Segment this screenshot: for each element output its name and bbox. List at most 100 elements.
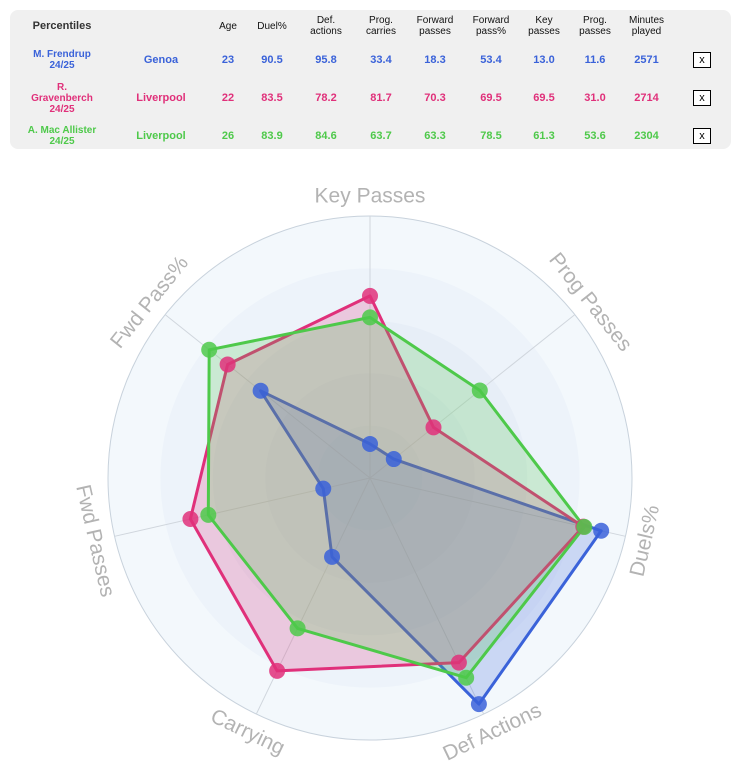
header-line: Age	[219, 20, 237, 32]
series-area	[206, 315, 586, 680]
header-line: Prog.	[583, 15, 607, 26]
player-name: R. Gravenberch 24/25	[10, 78, 114, 118]
player-name-line: A. Mac Allister	[27, 125, 97, 136]
cell-prog-carries: 81.7	[370, 92, 392, 104]
header-line: Def.	[316, 15, 336, 26]
cell-minutes: 2304	[634, 130, 659, 142]
cell-def-actions: 78.2	[315, 92, 337, 104]
data-point	[362, 309, 378, 326]
cell-key-passes: 69.5	[533, 92, 555, 104]
player-comparison-table: Percentiles Age Duel% Def. actions Prog. carri…	[10, 10, 731, 149]
header-line: actions	[310, 26, 342, 37]
header-line: played	[631, 26, 662, 37]
remove-player-button[interactable]: x	[693, 90, 711, 106]
axis-label: Key Passes	[315, 185, 426, 208]
series-area	[188, 294, 585, 673]
cell-duel: 83.9	[261, 130, 283, 142]
player-name-line: 24/25	[49, 103, 75, 115]
data-point	[269, 662, 286, 679]
player-name-line: 24/25	[49, 60, 75, 71]
header-forward-passes: Forward passes	[406, 10, 464, 42]
header-line: carries	[365, 26, 396, 37]
header-duel-pct: Duel%	[248, 10, 296, 42]
cell-fwd-passes: 63.3	[424, 130, 446, 142]
header-line: Forward	[416, 15, 454, 26]
header-line: Key	[535, 15, 553, 26]
table-header-row: Percentiles Age Duel% Def. actions Prog. carri…	[10, 10, 731, 42]
data-point	[315, 480, 332, 497]
data-point	[593, 522, 610, 539]
player-name-line: M. Frendrup	[33, 49, 91, 60]
series-area	[259, 389, 603, 706]
cell-age: 26	[221, 130, 235, 142]
header-age: Age	[208, 10, 248, 42]
axis-spoke	[369, 314, 576, 479]
cell-minutes: 2571	[634, 54, 659, 66]
header-prog-carries: Prog. carries	[356, 10, 406, 42]
header-line: pass%	[475, 26, 506, 37]
header-line: passes	[419, 26, 451, 37]
header-line: passes	[528, 26, 560, 37]
data-point	[458, 669, 475, 686]
cell-key-passes: 13.0	[533, 54, 555, 66]
header-actions	[673, 10, 731, 42]
header-forward-pass-pct: Forward pass%	[464, 10, 518, 42]
data-point	[576, 518, 593, 535]
data-point	[182, 510, 199, 527]
data-point	[362, 287, 378, 304]
cell-fwd-passes: 18.3	[424, 54, 446, 66]
data-point	[201, 341, 218, 358]
data-point	[324, 548, 341, 565]
cell-prog-carries: 33.4	[370, 54, 392, 66]
cell-prog-passes: 53.6	[584, 130, 606, 142]
cell-prog-passes: 11.6	[584, 54, 606, 66]
header-line: Forward	[472, 15, 510, 26]
player-name-line: 24/25	[49, 136, 75, 147]
cell-age: 22	[221, 92, 235, 104]
player-name-line: Gravenberch	[31, 92, 93, 104]
cell-duel: 90.5	[261, 54, 283, 66]
data-point	[471, 382, 488, 399]
cell-duel: 83.5	[261, 92, 283, 104]
data-point	[200, 506, 217, 523]
data-point	[450, 654, 467, 671]
data-point	[385, 451, 402, 468]
remove-player-button[interactable]: x	[693, 128, 711, 144]
header-line: Prog.	[369, 15, 393, 26]
cell-fwd-pass-pct: 78.5	[480, 130, 502, 142]
header-line: Percentiles	[32, 19, 92, 32]
data-point	[289, 620, 306, 637]
remove-player-button[interactable]: x	[693, 52, 711, 68]
cell-minutes: 2714	[634, 92, 659, 104]
remove-cell: x	[673, 118, 731, 154]
axis-spoke	[164, 314, 371, 479]
cell-age: 23	[221, 54, 235, 66]
header-line: Minutes	[628, 15, 664, 26]
remove-cell: x	[673, 78, 731, 118]
cell-team: Liverpool	[136, 130, 186, 142]
cell-team: Genoa	[143, 54, 179, 66]
header-prog-passes: Prog. passes	[570, 10, 620, 42]
remove-cell: x	[673, 42, 731, 78]
header-line: Duel%	[257, 20, 287, 32]
cell-def-actions: 95.8	[315, 54, 337, 66]
player-name: M. Frendrup 24/25	[10, 42, 114, 78]
data-point	[362, 435, 378, 452]
header-line: passes	[579, 26, 611, 37]
data-point	[425, 419, 442, 436]
cell-key-passes: 61.3	[533, 130, 555, 142]
cell-fwd-pass-pct: 69.5	[480, 92, 502, 104]
data-point	[470, 696, 487, 713]
header-key-passes: Key passes	[518, 10, 570, 42]
player-name: A. Mac Allister 24/25	[10, 118, 114, 154]
player-name-line: R.	[57, 81, 67, 93]
header-def-actions: Def. actions	[296, 10, 356, 42]
data-point	[252, 382, 269, 399]
cell-prog-carries: 63.7	[370, 130, 392, 142]
header-percentiles: Percentiles	[10, 10, 114, 42]
cell-def-actions: 84.6	[315, 130, 337, 142]
header-minutes-played: Minutes played	[620, 10, 673, 42]
table-row: A. Mac Allister 24/25 Liverpool 26 83.9 84.6 6…	[10, 118, 731, 154]
cell-fwd-passes: 70.3	[424, 92, 446, 104]
